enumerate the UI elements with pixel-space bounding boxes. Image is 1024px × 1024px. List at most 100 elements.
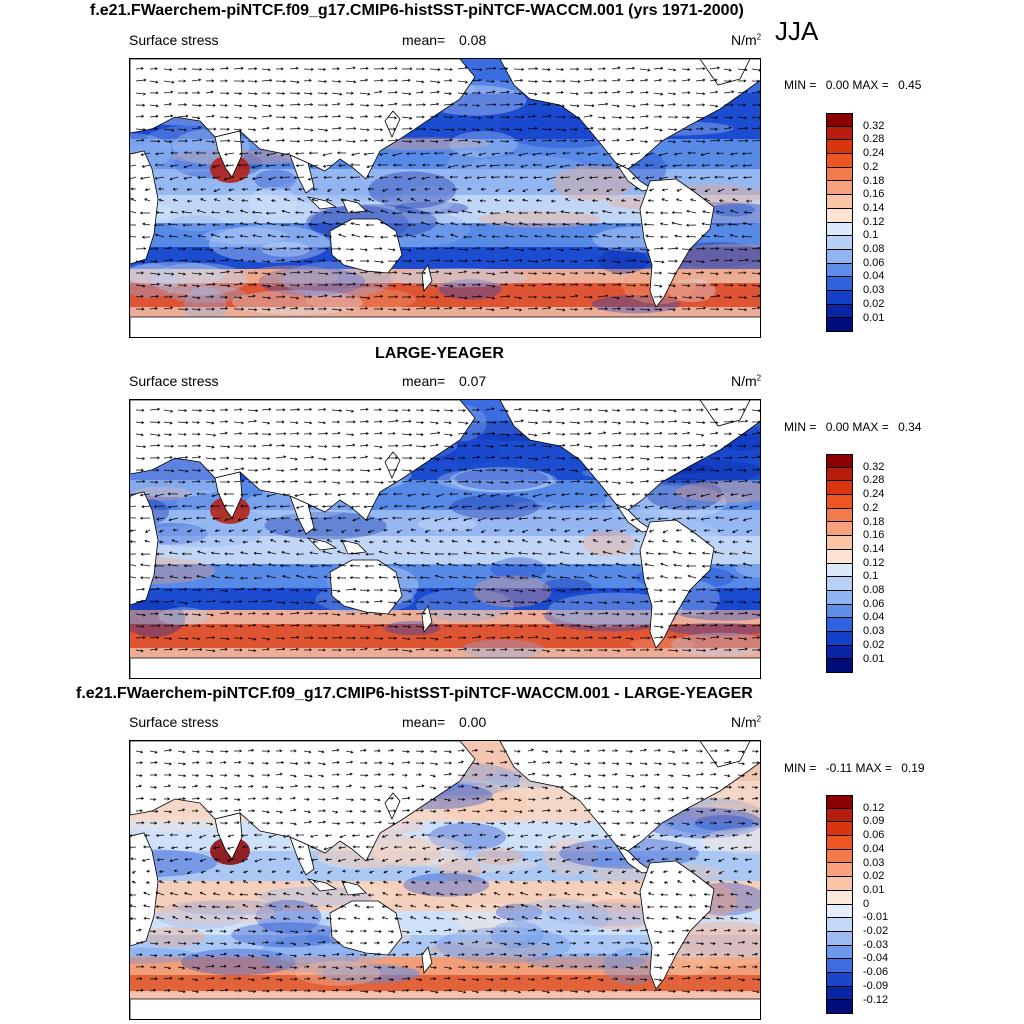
colorbar-swatch (826, 113, 853, 127)
colorbar-swatch (826, 126, 853, 141)
colorbar-tick-label: 0.12 (863, 215, 885, 228)
colorbar-swatch (826, 618, 853, 632)
colorbar-swatch (826, 495, 853, 509)
panel-1-max-value: 0.45 (898, 78, 922, 92)
colorbar-tick-label: 0.14 (863, 201, 885, 214)
colorbar-tick-label: 0.02 (863, 297, 885, 310)
panel-2-variable: Surface stress (129, 373, 219, 389)
colorbar-tick-label: 0.01 (863, 652, 885, 665)
panel-3-min-value: -0.11 (825, 761, 853, 775)
colorbar-swatch (826, 508, 853, 523)
colorbar-swatch (826, 863, 853, 878)
panel-2-min-label: MIN = (784, 420, 817, 434)
panel-2-mean-value: 0.07 (459, 373, 487, 389)
colorbar-swatch (826, 222, 853, 237)
colorbar-tick-label: 0.14 (863, 542, 885, 555)
colorbar-swatch (826, 836, 853, 850)
colorbar-swatch (826, 604, 853, 619)
colorbar-tick-label: 0.04 (863, 611, 885, 624)
panel-3-title: f.e21.FWaerchem-piNTCF.f09_g17.CMIP6-his… (76, 685, 753, 702)
colorbar-swatch (826, 290, 853, 305)
colorbar-swatch (826, 972, 853, 987)
colorbar-swatch (826, 822, 853, 837)
colorbar-tick-label: 0.24 (863, 488, 885, 501)
colorbar-swatch (826, 590, 853, 605)
colorbar-swatch (826, 659, 853, 673)
colorbar-swatch (826, 808, 853, 823)
panel-2-units: N/m2 (731, 373, 762, 389)
colorbar-tick-label: 0.08 (863, 584, 885, 596)
panel-3-map (129, 740, 761, 1020)
colorbar-swatch (826, 304, 853, 319)
panel-1-map (129, 58, 761, 338)
colorbar-tick-label: 0.06 (863, 829, 885, 842)
panel-1-max-label: MAX = (852, 78, 889, 92)
colorbar-tick-label: -0.02 (863, 925, 889, 937)
colorbar-swatch (826, 536, 853, 550)
panel-3-mean-label: mean= (402, 714, 446, 730)
panel-1-min-value: 0.00 (825, 78, 850, 92)
colorbar-tick-label: 0.32 (863, 460, 885, 473)
colorbar-tick-label: 0.2 (863, 501, 879, 514)
colorbar-swatch (826, 467, 853, 482)
colorbar-tick-label: 0.01 (863, 311, 885, 324)
panel-2-colorbar (826, 454, 853, 673)
colorbar-tick-label: 0.16 (863, 529, 885, 542)
panel-1-variable: Surface stress (129, 32, 219, 48)
colorbar-swatch (826, 849, 853, 864)
panel-2-mean-label: mean= (402, 373, 446, 389)
colorbar-swatch (826, 918, 853, 932)
colorbar-tick-label: 0.04 (863, 842, 885, 855)
season-label: JJA (775, 16, 819, 46)
panel-3-max-value: 0.19 (901, 761, 925, 775)
colorbar-swatch (826, 195, 853, 209)
colorbar-tick-label: 0.02 (863, 870, 885, 883)
colorbar-swatch (826, 181, 853, 196)
colorbar-tick-label: -0.01 (863, 911, 889, 924)
colorbar-swatch (826, 454, 853, 468)
colorbar-swatch (826, 904, 853, 919)
panel-1-minmax: MIN = 0.00 MAX = 0.45 (784, 78, 921, 92)
colorbar-tick-label: 0.12 (863, 801, 885, 814)
panel-2-map (129, 399, 761, 679)
colorbar-tick-label: 0.03 (863, 856, 885, 869)
colorbar-tick-label: 0.1 (863, 570, 879, 583)
panel-3-mean-value: 0.00 (459, 714, 487, 730)
panel-1-mean-value: 0.08 (459, 32, 487, 48)
colorbar-tick-label: 0.06 (863, 597, 885, 610)
colorbar-swatch (826, 931, 853, 946)
colorbar-swatch (826, 140, 853, 155)
panel-2-max-value: 0.34 (898, 420, 922, 434)
colorbar-tick-label: 0.09 (863, 815, 885, 828)
panel-1-mean-label: mean= (402, 32, 446, 48)
colorbar-swatch (826, 167, 853, 182)
panel-3-units: N/m2 (731, 714, 762, 730)
colorbar-swatch (826, 945, 853, 960)
panel-2-max-label: MAX = (852, 420, 889, 434)
colorbar-swatch (826, 631, 853, 646)
colorbar-swatch (826, 890, 853, 905)
colorbar-swatch (826, 154, 853, 168)
colorbar-swatch (826, 263, 853, 278)
colorbar-tick-label: 0.04 (863, 270, 885, 283)
colorbar-tick-label: -0.12 (863, 993, 889, 1006)
colorbar-swatch (826, 481, 853, 496)
colorbar-swatch (826, 277, 853, 291)
panel-2-minmax: MIN = 0.00 MAX = 0.34 (784, 420, 921, 434)
colorbar-swatch (826, 563, 853, 578)
colorbar-tick-label: 0.18 (863, 515, 885, 528)
colorbar-swatch (826, 645, 853, 660)
colorbar-swatch (826, 795, 853, 809)
colorbar-swatch (826, 577, 853, 591)
colorbar-swatch (826, 877, 853, 891)
colorbar-tick-label: 0.12 (863, 556, 885, 569)
colorbar-tick-label: 0.08 (863, 243, 885, 255)
colorbar-tick-label: 0.01 (863, 883, 885, 896)
panel-3-variable: Surface stress (129, 714, 219, 730)
colorbar-swatch (826, 959, 853, 973)
colorbar-swatch (826, 236, 853, 250)
colorbar-tick-label: 0.06 (863, 256, 885, 269)
colorbar-tick-label: -0.09 (863, 979, 889, 992)
panel-2-title: LARGE-YEAGER (375, 345, 504, 362)
colorbar-tick-label: 0 (863, 897, 870, 910)
